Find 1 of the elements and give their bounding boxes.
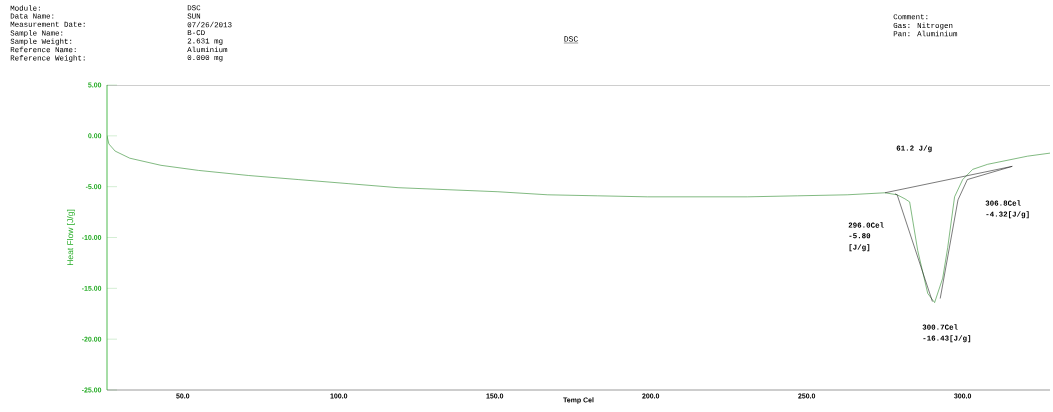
- y-axis-title: Heat Flow [J/g]: [66, 209, 75, 266]
